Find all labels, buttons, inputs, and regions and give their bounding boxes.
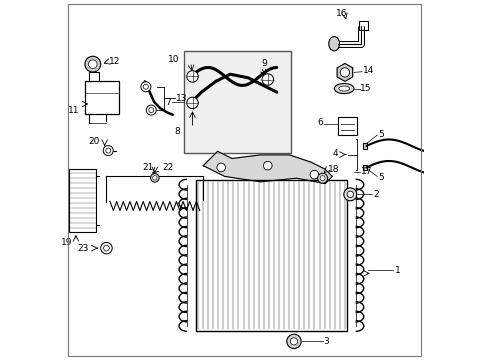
Bar (362, 143, 366, 149)
Text: 23: 23 (77, 244, 88, 253)
Text: 15: 15 (360, 84, 371, 93)
Circle shape (150, 174, 159, 182)
Ellipse shape (334, 84, 353, 94)
Circle shape (88, 60, 97, 68)
Ellipse shape (328, 37, 339, 51)
Text: 5: 5 (378, 173, 383, 182)
Circle shape (343, 188, 356, 201)
Text: 11: 11 (68, 105, 80, 114)
Text: 5: 5 (378, 130, 383, 139)
Text: 13: 13 (175, 94, 187, 103)
Text: 12: 12 (109, 57, 120, 66)
Text: 8: 8 (174, 127, 180, 136)
Circle shape (85, 56, 101, 72)
Text: 10: 10 (168, 55, 180, 64)
Bar (196, 180, 346, 330)
Circle shape (286, 334, 301, 348)
Circle shape (346, 191, 353, 198)
Text: 20: 20 (88, 137, 100, 146)
Text: 16: 16 (335, 9, 346, 18)
Text: 22: 22 (162, 163, 173, 172)
Circle shape (263, 161, 271, 170)
Circle shape (290, 338, 297, 345)
Circle shape (317, 173, 327, 183)
Bar (69, 169, 96, 232)
Text: 14: 14 (362, 66, 373, 75)
Bar (337, 117, 357, 135)
Text: 17: 17 (360, 167, 372, 176)
Bar (183, 51, 290, 153)
Text: 6: 6 (317, 118, 323, 127)
Circle shape (141, 82, 151, 92)
Circle shape (152, 176, 157, 180)
Polygon shape (336, 63, 352, 81)
Circle shape (320, 176, 325, 181)
Text: 9: 9 (261, 59, 266, 68)
Ellipse shape (338, 86, 349, 91)
Circle shape (186, 97, 198, 109)
Text: 2: 2 (372, 190, 378, 199)
Circle shape (186, 71, 198, 82)
Text: 18: 18 (327, 165, 339, 174)
Circle shape (340, 68, 349, 77)
Bar (359, 22, 367, 30)
Text: 1: 1 (394, 266, 400, 275)
Polygon shape (203, 151, 332, 184)
Text: 21: 21 (142, 163, 153, 172)
Bar (362, 165, 366, 170)
Text: 3: 3 (323, 337, 329, 346)
Circle shape (146, 105, 156, 115)
Circle shape (217, 163, 225, 172)
Circle shape (309, 170, 318, 179)
Circle shape (262, 74, 273, 85)
Text: 4: 4 (331, 149, 337, 158)
Text: 7: 7 (165, 98, 171, 107)
Bar (85, 81, 119, 114)
Text: 19: 19 (61, 238, 73, 247)
